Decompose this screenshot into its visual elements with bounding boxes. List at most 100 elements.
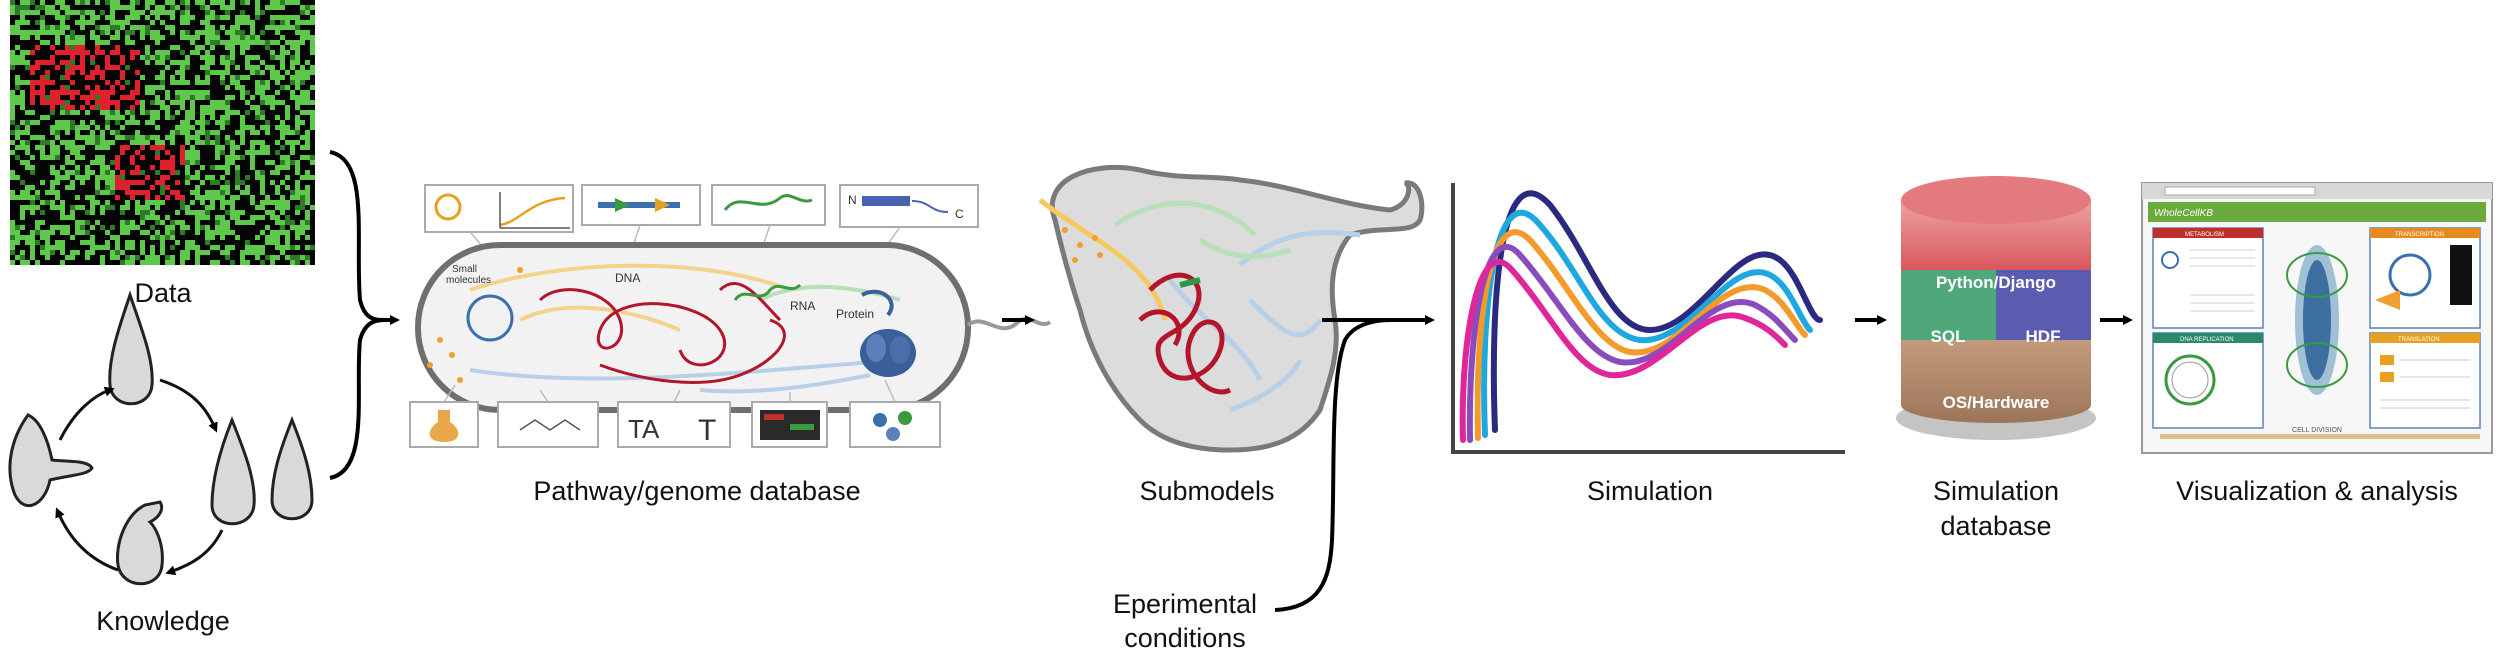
label-simulation: Simulation [1587, 476, 1713, 506]
heatmap-cell [230, 55, 235, 60]
heatmap-cell [80, 220, 85, 225]
heatmap-cell [10, 240, 15, 245]
heatmap-cell [225, 250, 230, 255]
heatmap-cell [215, 120, 220, 125]
heatmap-cell [285, 215, 290, 220]
heatmap-cell [80, 175, 85, 180]
heatmap-cell [100, 210, 105, 215]
heatmap-cell [100, 135, 105, 140]
heatmap-cell [260, 145, 265, 150]
heatmap-cell [270, 100, 275, 105]
heatmap-cell [140, 30, 145, 35]
heatmap-cell [10, 60, 15, 65]
heatmap-cell [215, 40, 220, 45]
heatmap-cell [130, 25, 135, 30]
small-molecule-dots [427, 267, 523, 383]
heatmap-cell [80, 225, 85, 230]
heatmap-cell [300, 5, 305, 10]
heatmap-cell [105, 110, 110, 115]
heatmap-cell [215, 145, 220, 150]
heatmap-cell [290, 90, 295, 95]
heatmap-cell [35, 225, 40, 230]
heatmap-cell [225, 225, 230, 230]
heatmap-cell [55, 130, 60, 135]
heatmap-cell [280, 5, 285, 10]
heatmap-cell [285, 85, 290, 90]
heatmap-cell [155, 155, 160, 160]
heatmap-cell [25, 160, 30, 165]
heatmap-cell [70, 170, 75, 175]
heatmap-cell [295, 120, 300, 125]
heatmap-cell [90, 20, 95, 25]
heatmap-cell [115, 25, 120, 30]
heatmap-cell [285, 245, 290, 250]
heatmap-cell [250, 55, 255, 60]
heatmap-cell [285, 20, 290, 25]
heatmap-cell [45, 240, 50, 245]
heatmap-cell [65, 105, 70, 110]
heatmap-cell [125, 65, 130, 70]
heatmap-cell [140, 140, 145, 145]
heatmap-cell [215, 190, 220, 195]
heatmap-cell [295, 190, 300, 195]
heatmap-cell [215, 70, 220, 75]
heatmap-cell [115, 45, 120, 50]
heatmap-cell [280, 195, 285, 200]
label-simulation-database-2: database [1940, 511, 2051, 541]
heatmap-cell [60, 50, 65, 55]
heatmap-cell [240, 95, 245, 100]
heatmap-cell [310, 160, 315, 165]
heatmap-cell [10, 90, 15, 95]
heatmap-cell [235, 85, 240, 90]
heatmap-cell [135, 85, 140, 90]
heatmap-cell [105, 105, 110, 110]
heatmap-cell [50, 140, 55, 145]
heatmap-cell [40, 85, 45, 90]
heatmap-cell [10, 220, 15, 225]
heatmap-cell [280, 120, 285, 125]
heatmap-cell [220, 150, 225, 155]
heatmap-cell [50, 80, 55, 85]
heatmap-cell [70, 160, 75, 165]
heatmap-cell [20, 0, 25, 5]
submodels-cell [1038, 164, 1425, 453]
heatmap-cell [225, 45, 230, 50]
heatmap-cell [150, 185, 155, 190]
heatmap-cell [110, 170, 115, 175]
heatmap-cell [45, 230, 50, 235]
heatmap-cell [50, 95, 55, 100]
heatmap-cell [310, 115, 315, 120]
heatmap-cell [180, 80, 185, 85]
heatmap-cell [40, 90, 45, 95]
heatmap-cell [295, 40, 300, 45]
heatmap-cell [120, 55, 125, 60]
heatmap-cell [50, 165, 55, 170]
heatmap-cell [180, 120, 185, 125]
heatmap-cell [80, 180, 85, 185]
heatmap-cell [70, 10, 75, 15]
heatmap-cell [60, 225, 65, 230]
heatmap-cell [170, 0, 175, 5]
heatmap-cell [25, 130, 30, 135]
heatmap-cell [60, 90, 65, 95]
heatmap-cell [170, 80, 175, 85]
heatmap-cell [260, 80, 265, 85]
heatmap-cell [230, 230, 235, 235]
heatmap-cell [210, 180, 215, 185]
heatmap-cell [230, 80, 235, 85]
heatmap-cell [145, 210, 150, 215]
heatmap-cell [130, 240, 135, 245]
heatmap-cell [65, 215, 70, 220]
heatmap-cell [70, 140, 75, 145]
heatmap-cell [110, 15, 115, 20]
protein-complex [860, 289, 916, 377]
heatmap-cell [160, 35, 165, 40]
heatmap-cell [245, 110, 250, 115]
heatmap-cell [40, 20, 45, 25]
heatmap-cell [20, 210, 25, 215]
heatmap-cell [75, 165, 80, 170]
heatmap-cell [30, 205, 35, 210]
heatmap-cell [20, 195, 25, 200]
heatmap-cell [215, 245, 220, 250]
heatmap-cell [255, 15, 260, 20]
